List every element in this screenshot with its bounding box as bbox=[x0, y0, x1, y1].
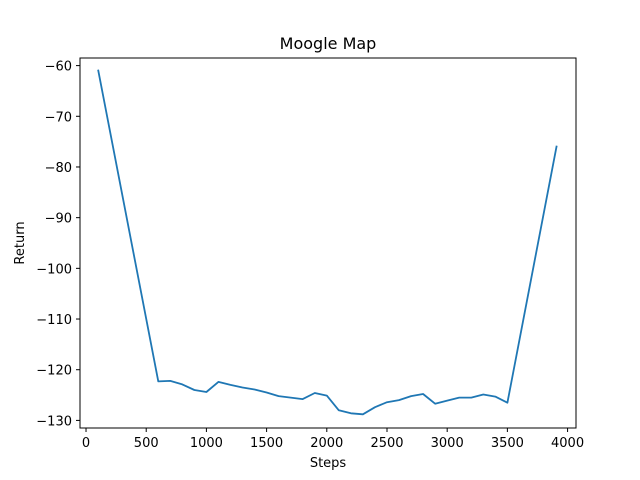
x-tick-label: 500 bbox=[134, 436, 159, 451]
y-tick-label: −100 bbox=[36, 262, 72, 277]
x-tick-label: 3500 bbox=[491, 436, 524, 451]
series-layer bbox=[97, 69, 558, 416]
x-axis-title: Steps bbox=[310, 456, 347, 471]
y-tick-label: −70 bbox=[45, 110, 72, 125]
y-tick-label: −120 bbox=[36, 364, 72, 379]
x-tick-label: 2500 bbox=[370, 436, 403, 451]
series-line bbox=[97, 69, 558, 416]
y-axis: −130 −120 −110 −100 −90 −80 −70 −60 bbox=[36, 60, 80, 429]
plot-area bbox=[79, 57, 577, 429]
x-tick-label: 4000 bbox=[551, 436, 584, 451]
y-tick-label: −80 bbox=[45, 161, 72, 176]
chart-title: Moogle Map bbox=[280, 34, 377, 53]
y-tick-label: −130 bbox=[36, 414, 72, 429]
x-tick-label: 1000 bbox=[190, 436, 223, 451]
y-tick-label: −60 bbox=[45, 60, 72, 75]
x-tick-label: 3000 bbox=[431, 436, 464, 451]
y-tick-label: −90 bbox=[45, 212, 72, 227]
x-tick-label: 1500 bbox=[250, 436, 283, 451]
y-axis-title: Return bbox=[13, 221, 28, 264]
x-axis: 0 500 1000 1500 2000 2500 3000 3500 4000 bbox=[82, 428, 584, 451]
x-tick-label: 2000 bbox=[310, 436, 343, 451]
plot-frame bbox=[79, 57, 577, 429]
x-tick-label: 0 bbox=[82, 436, 90, 451]
y-tick-label: −110 bbox=[36, 313, 72, 328]
